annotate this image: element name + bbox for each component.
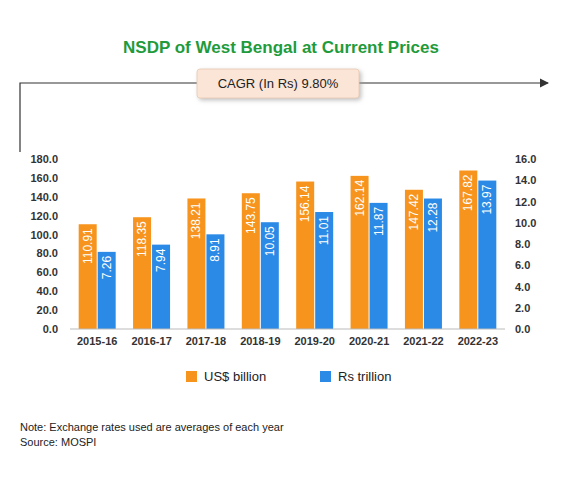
data-label: 118.35 [135, 221, 149, 257]
x-tick-label: 2022-23 [458, 335, 498, 347]
bar [79, 224, 97, 329]
y2-tick-label: 14.0 [515, 174, 536, 186]
data-label: 143.75 [244, 197, 258, 234]
data-labels: 110.91 118.35 138.21 143.75 156.14 162.14 147.… [81, 174, 495, 279]
bar [478, 181, 496, 329]
y-tick-label: 140.0 [30, 191, 58, 203]
legend-swatch [320, 371, 331, 382]
y2-tick-label: 12.0 [515, 196, 536, 208]
y-tick-label: 0.0 [43, 323, 58, 335]
data-label: 13.97 [480, 184, 494, 214]
data-label: 162.14 [353, 180, 367, 217]
bar [351, 176, 369, 329]
x-tick-label: 2017-18 [186, 335, 226, 347]
x-tick-label: 2021-22 [403, 335, 443, 347]
y-tick-label: 40.0 [37, 285, 58, 297]
bar [370, 203, 388, 329]
bar [133, 217, 151, 329]
bars [79, 171, 497, 329]
y-tick-label: 160.0 [30, 172, 58, 184]
y2-tick-label: 16.0 [515, 153, 536, 165]
data-label: 8.91 [208, 238, 222, 262]
data-label: 11.01 [317, 216, 331, 245]
bar [152, 245, 170, 329]
bar [296, 182, 314, 329]
x-tick-label: 2019-20 [295, 335, 335, 347]
y2-tick-label: 8.0 [515, 238, 530, 250]
data-label: 11.87 [372, 207, 386, 236]
bar [206, 234, 224, 329]
title: NSDP of West Bengal at Current Prices [123, 38, 439, 57]
data-label: 12.28 [426, 202, 440, 232]
x-tick-label: 2015-16 [77, 335, 117, 347]
legend-swatch [186, 371, 197, 382]
y-tick-label: 20.0 [37, 304, 58, 316]
y2-tick-label: 6.0 [515, 259, 530, 271]
data-label: 7.26 [100, 256, 114, 280]
x-tick-label: 2016-17 [131, 335, 171, 347]
x-axis-line [70, 329, 505, 330]
data-label: 138.21 [189, 202, 203, 239]
y-tick-label: 120.0 [30, 210, 58, 222]
y-tick-label: 60.0 [37, 266, 58, 278]
y2-tick-label: 4.0 [515, 281, 530, 293]
annotation: CAGR (In Rs) 9.80% [218, 76, 339, 91]
y-tick-label: 100.0 [30, 229, 58, 241]
bar [98, 252, 116, 329]
data-label: 110.91 [81, 228, 95, 264]
data-label: 167.82 [461, 174, 475, 211]
bar [405, 190, 423, 329]
source: Source: MOSPI [20, 436, 96, 448]
bar [187, 198, 205, 329]
legend-label: US$ billion [204, 369, 266, 384]
bar [242, 193, 260, 329]
annotation-box [197, 69, 359, 98]
y-tick-label: 80.0 [37, 247, 58, 259]
y2-tick-label: 2.0 [515, 302, 530, 314]
data-label: 7.94 [154, 248, 168, 272]
y2-tick-label: 10.0 [515, 217, 536, 229]
bar [459, 171, 477, 329]
bar [261, 222, 279, 329]
data-label: 10.05 [263, 226, 277, 256]
y-tick-label: 180.0 [30, 153, 58, 165]
bar [315, 212, 333, 329]
data-label: 147.42 [407, 193, 421, 230]
data-label: 156.14 [298, 185, 312, 222]
chart: NSDP of West Bengal at Current Prices CAG… [0, 0, 563, 478]
x-tick-label: 2018-19 [240, 335, 280, 347]
note: Note: Exchange rates used are averages o… [20, 421, 284, 433]
legend-label: Rs trillion [338, 369, 391, 384]
bar [424, 199, 442, 329]
y2-tick-label: 0.0 [515, 323, 530, 335]
x-tick-label: 2020-21 [349, 335, 389, 347]
